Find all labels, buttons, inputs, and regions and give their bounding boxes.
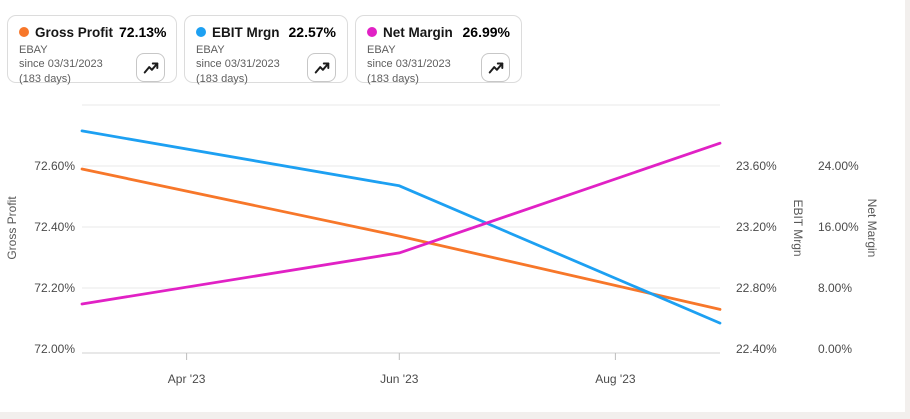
x-tick-label: Jun '23: [380, 372, 419, 386]
card-footer: since 03/31/2023 (183 days): [196, 53, 336, 86]
metric-card-ebit-mrgn[interactable]: EBIT Mrgn 22.57% EBAY since 03/31/2023 (…: [184, 15, 348, 86]
card-value: 22.57%: [288, 24, 336, 40]
card-since-block: since 03/31/2023 (183 days): [196, 57, 280, 86]
y-axis-labels-gross-profit: 72.60% 72.40% 72.20% 72.00%: [34, 159, 75, 356]
card-since-date: since 03/31/2023: [19, 58, 103, 70]
gross-profit-legend-dot-icon: [19, 27, 29, 37]
x-axis-labels: Apr '23 Jun '23 Aug '23: [168, 372, 636, 386]
y-tick-label: 16.00%: [818, 220, 859, 234]
metric-cards-row: Gross Profit 72.13% EBAY since 03/31/202…: [7, 15, 522, 86]
y-tick-label: 22.80%: [736, 281, 777, 295]
card-duration: (183 days): [196, 72, 248, 85]
y-axis-labels-ebit-mrgn: 23.60% 23.20% 22.80% 22.40%: [736, 159, 777, 356]
metric-card-net-margin[interactable]: Net Margin 26.99% EBAY since 03/31/2023 …: [355, 15, 522, 86]
line-chart[interactable]: 72.60% 72.40% 72.20% 72.00% 23.60% 23.20% 22.…: [0, 0, 905, 412]
net-margin-line[interactable]: [80, 141, 722, 306]
ebit-mrgn-line[interactable]: [80, 129, 722, 325]
card-title: EBIT Mrgn: [212, 24, 280, 40]
x-tick-label: Apr '23: [168, 372, 206, 386]
card-symbol: EBAY: [196, 44, 225, 56]
card-since-block: since 03/31/2023 (183 days): [19, 57, 103, 86]
card-footer: since 03/31/2023 (183 days): [367, 53, 510, 86]
y-tick-label: 8.00%: [818, 281, 852, 295]
y-tick-label: 23.60%: [736, 159, 777, 173]
card-symbol: EBAY: [19, 44, 48, 56]
card-title: Gross Profit: [35, 24, 114, 40]
card-symbol: EBAY: [367, 44, 396, 56]
card-header: EBIT Mrgn 22.57%: [196, 24, 336, 40]
net-margin-legend-dot-icon: [367, 27, 377, 37]
card-title: Net Margin: [383, 24, 453, 40]
trend-chart-button[interactable]: [481, 53, 510, 82]
trend-up-icon: [488, 62, 503, 73]
trend-up-icon: [143, 62, 158, 73]
y-tick-label: 72.60%: [34, 159, 75, 173]
trend-up-icon: [314, 62, 329, 73]
y-axis-labels-net-margin: 24.00% 16.00% 8.00% 0.00%: [818, 159, 859, 356]
x-tick-label: Aug '23: [595, 372, 636, 386]
card-footer: since 03/31/2023 (183 days): [19, 53, 165, 86]
card-header: Net Margin 26.99%: [367, 24, 510, 40]
card-value: 72.13%: [119, 24, 167, 40]
gridlines: [82, 104, 720, 289]
card-since-date: since 03/31/2023: [367, 58, 451, 70]
ebit-mrgn-legend-dot-icon: [196, 27, 206, 37]
card-duration: (183 days): [367, 72, 419, 85]
y-axis-title-net-margin: Net Margin: [865, 199, 879, 258]
y-tick-label: 0.00%: [818, 342, 852, 356]
card-since-date: since 03/31/2023: [196, 58, 280, 70]
y-tick-label: 22.40%: [736, 342, 777, 356]
metric-card-gross-profit[interactable]: Gross Profit 72.13% EBAY since 03/31/202…: [7, 15, 177, 86]
gross-profit-line[interactable]: [80, 167, 722, 311]
card-header: Gross Profit 72.13%: [19, 24, 167, 40]
y-tick-label: 23.20%: [736, 220, 777, 234]
x-tick-marks: [186, 353, 616, 360]
card-since-block: since 03/31/2023 (183 days): [367, 57, 451, 86]
y-axis-title-gross-profit: Gross Profit: [5, 196, 19, 260]
y-axis-title-ebit-mrgn: EBIT Mrgn: [791, 199, 805, 256]
trend-chart-button[interactable]: [136, 53, 165, 82]
trend-chart-button[interactable]: [307, 53, 336, 82]
y-tick-label: 24.00%: [818, 159, 859, 173]
card-duration: (183 days): [19, 72, 71, 85]
y-tick-label: 72.40%: [34, 220, 75, 234]
chart-panel: Gross Profit 72.13% EBAY since 03/31/202…: [0, 0, 905, 412]
card-value: 26.99%: [462, 24, 510, 40]
y-tick-label: 72.20%: [34, 281, 75, 295]
y-tick-label: 72.00%: [34, 342, 75, 356]
